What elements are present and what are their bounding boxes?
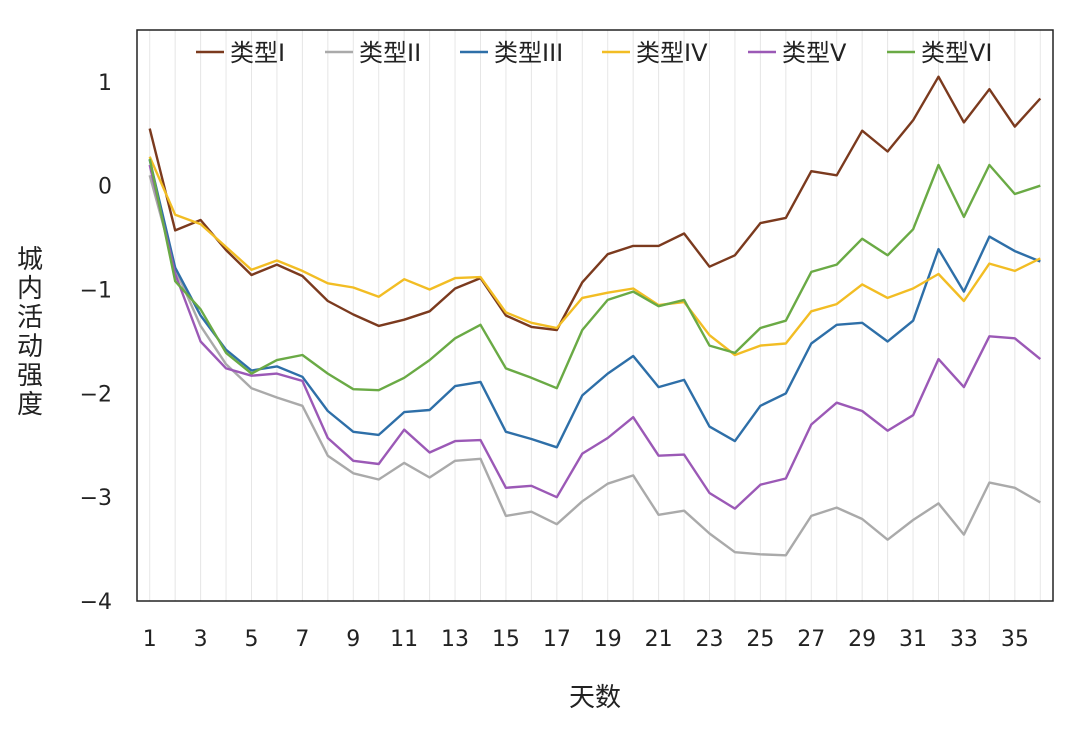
series-line-4 <box>148 156 1041 357</box>
x-axis-title: 天数 <box>569 683 621 713</box>
legend-label-4: 类型IV <box>636 39 708 67</box>
x-tick-label: 25 <box>746 627 774 652</box>
x-tick-label: 23 <box>696 627 724 652</box>
y-tick-label: 0 <box>98 175 112 200</box>
series-line-2 <box>148 174 1041 557</box>
x-tick-label: 1 <box>143 627 157 652</box>
y-tick-label: −1 <box>80 279 112 304</box>
y-tick-label: −3 <box>80 486 112 511</box>
x-tick-label: 35 <box>1001 627 1029 652</box>
y-tick-label: −4 <box>80 590 112 615</box>
x-tick-label: 17 <box>543 627 571 652</box>
legend-label-1: 类型I <box>230 39 285 67</box>
legend-label-2: 类型II <box>359 39 421 67</box>
legend-label-5: 类型V <box>782 39 847 67</box>
x-tick-label: 11 <box>390 627 418 652</box>
x-tick-label: 27 <box>797 627 825 652</box>
vertical-gridlines <box>149 30 1041 601</box>
x-tick-label: 21 <box>645 627 673 652</box>
x-tick-label: 13 <box>441 627 469 652</box>
x-tick-label: 15 <box>492 627 520 652</box>
y-axis-title: 城内活动强度 <box>17 245 43 420</box>
legend: 类型I 类型II 类型III 类型IV 类型V 类型VI <box>196 39 993 67</box>
series-line-1 <box>148 75 1042 332</box>
x-axis-tick-labels: 1 3 5 7 9 11 13 15 17 19 21 23 25 27 29 31 33 35 <box>143 627 1029 652</box>
plot-area-frame <box>136 29 1054 602</box>
x-tick-label: 31 <box>899 627 927 652</box>
series-line-6 <box>148 158 1041 392</box>
legend-label-6: 类型VI <box>921 39 993 67</box>
series-lines <box>148 75 1042 557</box>
series-line-3 <box>148 159 1041 449</box>
x-tick-label: 29 <box>848 627 876 652</box>
x-tick-label: 3 <box>194 627 208 652</box>
y-tick-label: −2 <box>80 382 112 407</box>
legend-label-3: 类型III <box>494 39 563 67</box>
x-tick-label: 7 <box>295 627 309 652</box>
series-line-5 <box>148 164 1042 510</box>
x-tick-label: 19 <box>594 627 622 652</box>
y-axis-tick-labels: 1 0 −1 −2 −3 −4 <box>80 71 112 615</box>
x-tick-label: 5 <box>245 627 259 652</box>
x-tick-label: 9 <box>346 627 360 652</box>
x-tick-label: 33 <box>950 627 978 652</box>
y-tick-label: 1 <box>98 71 112 96</box>
